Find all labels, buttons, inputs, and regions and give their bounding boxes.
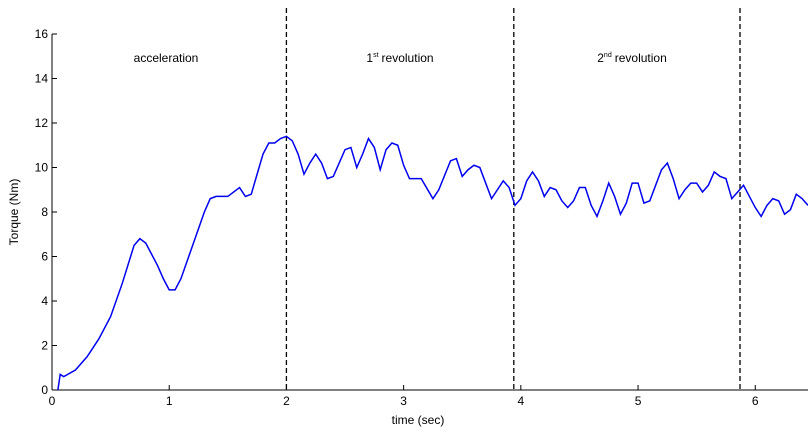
- y-tick-label: 6: [41, 250, 48, 264]
- annotation-text: acceleration: [134, 51, 199, 65]
- x-axis-label: time (sec): [392, 413, 445, 427]
- x-tick-label: 0: [49, 394, 56, 408]
- x-tick-label: 5: [635, 394, 642, 408]
- annotation: 2nd revolution: [597, 51, 667, 65]
- x-tick-label: 4: [517, 394, 524, 408]
- y-axis-label: Torque (Nm): [7, 179, 21, 246]
- annotation-rest: revolution: [382, 51, 434, 65]
- x-tick-label: 6: [752, 394, 759, 408]
- y-tick-label: 12: [35, 116, 49, 130]
- torque-line: [57, 135, 808, 391]
- y-tick-label: 8: [41, 205, 48, 219]
- annotation-text: 2: [597, 51, 604, 65]
- annotation: acceleration: [134, 51, 199, 65]
- y-tick-label: 14: [35, 72, 49, 86]
- x-tick-label: 3: [400, 394, 407, 408]
- y-tick-label: 2: [41, 339, 48, 353]
- annotation: 1st revolution: [366, 51, 433, 65]
- y-tick-label: 10: [35, 161, 49, 175]
- annotation-sup: st: [373, 52, 379, 59]
- x-tick-label: 2: [283, 394, 290, 408]
- y-tick-label: 0: [41, 383, 48, 397]
- annotation-text: 1: [366, 51, 373, 65]
- x-tick-label: 1: [166, 394, 173, 408]
- y-tick-label: 4: [41, 294, 48, 308]
- annotation-rest: revolution: [615, 51, 667, 65]
- annotation-sup: nd: [604, 52, 612, 59]
- y-tick-label: 16: [35, 27, 49, 41]
